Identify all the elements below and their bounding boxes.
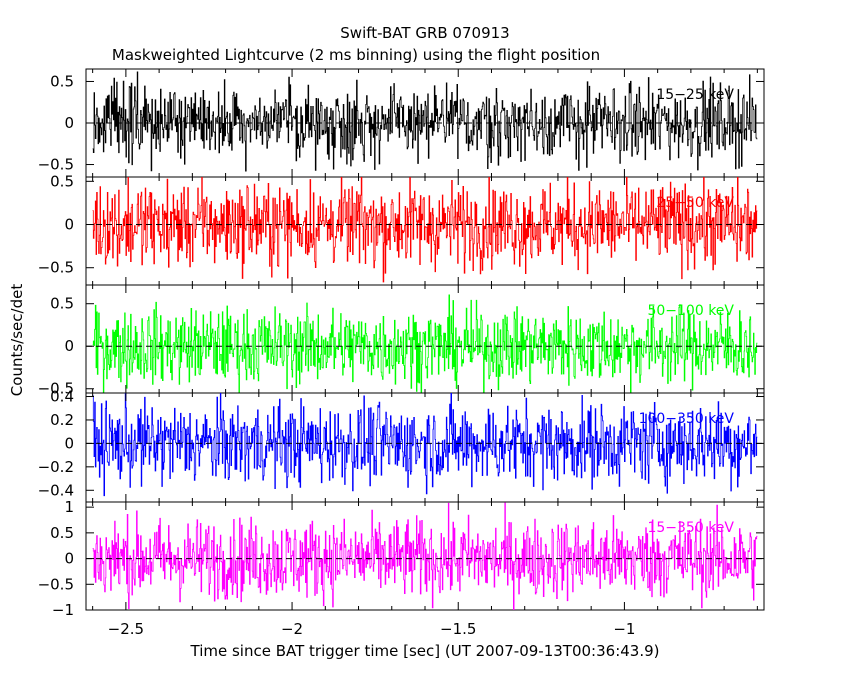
- band-label: 100−350 keV: [639, 411, 735, 427]
- band-label: 15−350 keV: [647, 520, 734, 536]
- y-tick-label: 0.4: [50, 388, 74, 406]
- y-tick-label: 0.5: [50, 172, 74, 190]
- panels: −0.5 0 0.5 15−25 keV −0.5 0 0.5 25−50 keV −0.5 0 0…: [38, 68, 765, 619]
- y-tick-label: −1: [52, 601, 74, 619]
- y-axis-label: Counts/sec/det: [8, 284, 26, 397]
- y-tick-label: 0.2: [50, 411, 74, 429]
- x-axis: −2.5 −2 −1.5 −1: [108, 620, 636, 638]
- panel-25-50-kev: −0.5 0 0.5 25−50 keV: [38, 172, 765, 286]
- y-tick-label: 0: [64, 550, 74, 568]
- x-tick-label: −2.5: [108, 620, 144, 638]
- series-line: [92, 71, 758, 172]
- panel-100-350-kev: −0.4 −0.2 0 0.2 0.4 100−350 keV: [38, 388, 765, 503]
- series-line: [92, 294, 758, 393]
- y-tick-label: 0: [64, 114, 74, 132]
- series-line: [92, 502, 758, 610]
- x-tick-label: −1.5: [440, 620, 476, 638]
- x-axis-label: Time since BAT trigger time [sec] (UT 20…: [190, 642, 660, 660]
- y-tick-label: 0.5: [50, 524, 74, 542]
- band-label: 25−50 keV: [656, 195, 734, 211]
- y-tick-label: −0.2: [38, 458, 74, 476]
- y-tick-label: 0: [64, 337, 74, 355]
- y-tick-label: 0.5: [50, 72, 74, 90]
- y-tick-label: 1: [64, 498, 74, 516]
- panel-50-100-kev: −0.5 0 0.5 50−100 keV: [38, 284, 765, 398]
- x-tick-label: −2: [281, 620, 303, 638]
- chart-subtitle: Maskweighted Lightcurve (2 ms binning) u…: [112, 46, 600, 64]
- y-tick-label: −0.5: [38, 259, 74, 277]
- band-label: 50−100 keV: [647, 303, 734, 319]
- y-tick-label: −0.5: [38, 575, 74, 593]
- y-tick-label: 0: [64, 434, 74, 452]
- y-tick-label: −0.5: [38, 380, 74, 398]
- y-tick-label: 0: [64, 216, 74, 234]
- chart-title: Swift-BAT GRB 070913: [340, 24, 509, 42]
- y-tick-label: −0.5: [38, 156, 74, 174]
- panel-15-25-kev: −0.5 0 0.5 15−25 keV: [38, 68, 765, 178]
- panel-15-350-kev: −1 −0.5 0 0.5 1 15−350 keV: [38, 498, 765, 619]
- series-line: [92, 393, 758, 497]
- y-tick-label: 0.5: [50, 295, 74, 313]
- band-label: 15−25 keV: [656, 87, 734, 103]
- series-line: [92, 177, 758, 283]
- x-tick-label: −1: [613, 620, 635, 638]
- y-tick-label: −0.4: [38, 481, 74, 499]
